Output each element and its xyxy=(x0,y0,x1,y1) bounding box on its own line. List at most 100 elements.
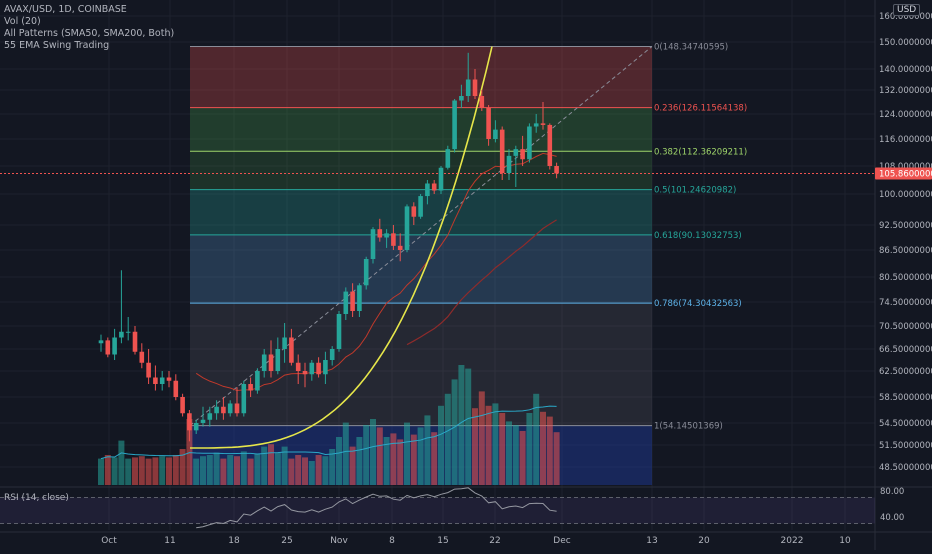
candle-body xyxy=(554,166,559,174)
candle-body xyxy=(486,108,491,139)
candle-body xyxy=(459,96,464,101)
volume-bar xyxy=(397,439,404,485)
volume-bar xyxy=(288,458,295,485)
candle-body xyxy=(98,340,104,344)
time-tick-label: Nov xyxy=(330,536,348,546)
symbol-title[interactable]: AVAX/USD, 1D, COINBASE xyxy=(4,4,127,15)
candle-body xyxy=(343,291,349,314)
volume-bar xyxy=(322,456,329,485)
rsi-tick-label: 80.00 xyxy=(880,487,904,497)
volume-ma-line xyxy=(100,405,557,460)
candle-body xyxy=(350,291,355,311)
candle-body xyxy=(261,354,267,371)
candle-body xyxy=(302,371,308,375)
volume-bar xyxy=(417,427,424,485)
volume-bar xyxy=(254,453,261,485)
volume-bar xyxy=(499,413,506,485)
volume-bar xyxy=(492,403,499,485)
time-tick-label: 18 xyxy=(228,536,240,546)
volume-bar xyxy=(444,393,451,485)
volume-bar xyxy=(370,419,376,485)
price-tick-label: 140.00000000 xyxy=(879,65,932,75)
candle-body xyxy=(391,233,396,246)
fib-trend-line xyxy=(189,46,653,426)
candle-body xyxy=(329,349,335,360)
price-tick-label: 108.00000000 xyxy=(879,162,932,172)
fib-level-label: 0.5(101.24620982) xyxy=(654,186,736,196)
volume-bar xyxy=(159,456,166,485)
candle-body xyxy=(363,259,369,286)
volume-bar xyxy=(125,458,132,485)
indicator-patterns[interactable]: All Patterns (SMA50, SMA200, Both) xyxy=(4,28,175,39)
candles xyxy=(98,52,559,442)
volume-bar xyxy=(329,449,336,485)
volume-bar xyxy=(206,455,213,485)
volume-bar xyxy=(533,393,540,485)
time-axis[interactable]: Oct 11 18 25 Nov 8 15 22 Dec 13 20 2022 10 xyxy=(101,536,851,546)
candle-body xyxy=(200,419,206,423)
candle-body xyxy=(431,183,437,191)
volume-bar xyxy=(546,416,553,485)
price-tick-label: 51.50000000 xyxy=(879,441,932,451)
volume-bar xyxy=(390,433,397,485)
price-axis[interactable]: 160.00000000 150.00000000 140.00000000 132.… xyxy=(875,12,932,473)
price-tick-label: 70.50000000 xyxy=(879,322,932,332)
candle-body xyxy=(153,377,158,384)
time-tick-label: 10 xyxy=(839,536,851,546)
candle-body xyxy=(506,155,512,173)
candle-body xyxy=(520,149,525,160)
price-tick-label: 54.50000000 xyxy=(879,419,932,429)
candle-body xyxy=(540,123,546,125)
rsi-legend[interactable]: RSI (14, close) xyxy=(4,493,69,503)
candle-body xyxy=(309,362,315,375)
time-tick-label: Oct xyxy=(101,536,117,546)
volume-bar xyxy=(336,437,342,485)
time-tick-label: 11 xyxy=(164,536,175,546)
candle-body xyxy=(445,149,451,168)
candle-body xyxy=(105,340,111,355)
candle-body xyxy=(282,337,287,349)
volume-bar xyxy=(302,457,308,485)
volume-bar xyxy=(553,432,560,485)
candle-body xyxy=(119,331,124,338)
price-tick-label: 160.00000000 xyxy=(879,12,932,22)
indicator-ema[interactable]: 55 EMA Swing Trading xyxy=(4,40,110,51)
fib-zone xyxy=(190,46,652,108)
candle-body xyxy=(452,100,457,150)
time-tick-label: 15 xyxy=(437,536,448,546)
candle-body xyxy=(547,124,553,166)
candle-body xyxy=(357,285,362,311)
volume-bar xyxy=(540,411,546,485)
candle-body xyxy=(493,129,498,139)
fib-level-label: 0.786(74.30432563) xyxy=(654,299,742,309)
candle-body xyxy=(241,384,247,414)
indicator-volume[interactable]: Vol (20) xyxy=(4,16,41,27)
volume-bar xyxy=(349,446,356,485)
candle-body xyxy=(404,206,410,250)
volume-bar xyxy=(104,455,111,485)
rsi-pane[interactable]: 80.00 40.00 xyxy=(0,487,904,529)
volume-bar xyxy=(465,368,472,485)
fib-zone xyxy=(190,107,652,152)
fibonacci-retracement[interactable]: 0(148.34740595) 0.236(126.11564138) 0.382(… xyxy=(189,42,747,485)
currency-badge[interactable]: USD xyxy=(893,4,921,16)
time-tick-label: 13 xyxy=(646,536,657,546)
candle-body xyxy=(275,349,281,371)
volume-bar xyxy=(227,455,234,485)
fib-level-label: 1(54.14501369) xyxy=(654,422,723,432)
volume-bars xyxy=(98,365,560,485)
price-tick-label: 48.50000000 xyxy=(879,463,932,473)
volume-bar xyxy=(512,425,519,485)
price-tick-label: 62.50000000 xyxy=(879,367,932,377)
candle-body xyxy=(112,337,117,355)
volume-bar xyxy=(424,415,431,485)
volume-bar xyxy=(376,427,383,485)
candle-body xyxy=(336,314,342,349)
time-tick-label: 20 xyxy=(698,536,710,546)
volume-bar xyxy=(138,456,145,485)
volume-bar xyxy=(506,421,512,485)
volume-bar xyxy=(274,452,281,485)
candle-body xyxy=(146,362,151,378)
